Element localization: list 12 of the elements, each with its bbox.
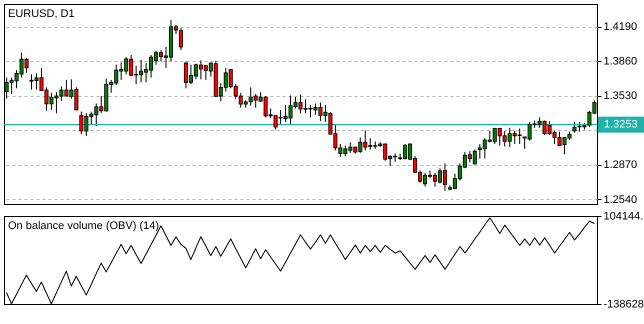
y-tick-label: -138628: [604, 298, 644, 310]
chart-title: On balance volume (OBV) (14): [8, 220, 160, 232]
y-tick-label: 1.2870: [604, 159, 638, 172]
y-tick-label: 1.2540: [604, 194, 638, 206]
y-tick-label: 1.3530: [604, 90, 638, 102]
y-tick-label: 1.3860: [604, 56, 638, 68]
candlestick: [178, 28, 183, 51]
y-tick-label: 1.4190: [604, 21, 638, 34]
ref-line-label: 1.3253: [604, 118, 638, 131]
line-series: [6, 217, 596, 304]
y-tick-label: 104144.: [604, 210, 644, 222]
chart-title: EURUSD, D1: [8, 8, 75, 20]
